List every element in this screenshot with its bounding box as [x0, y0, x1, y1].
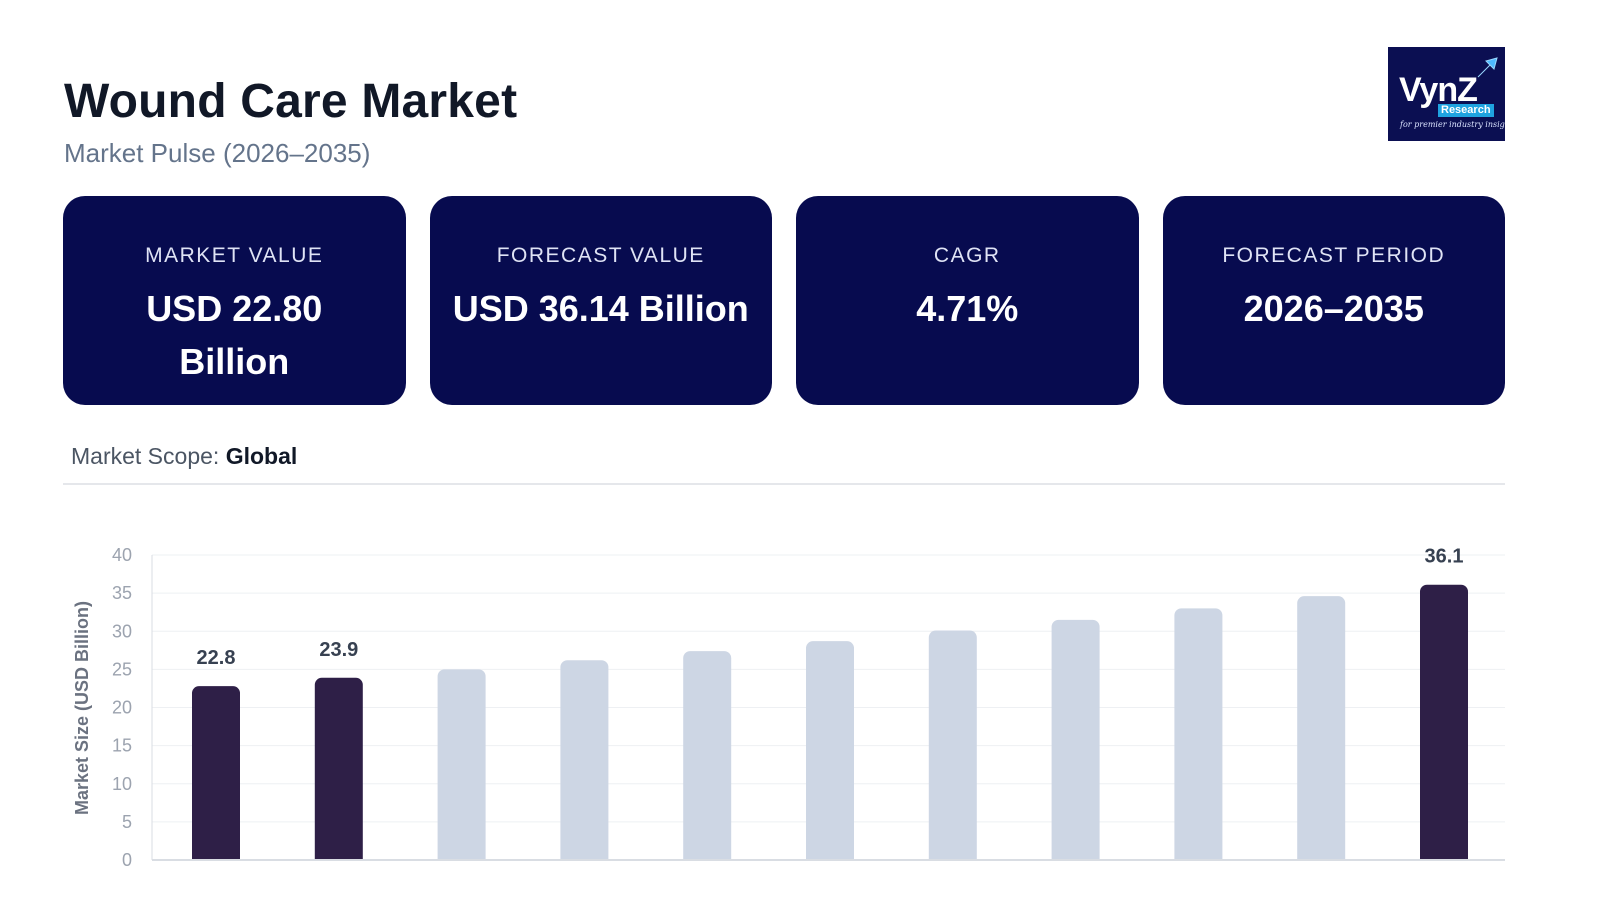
logo-arrow-icon [1477, 57, 1498, 78]
kpi-card-forecast-period: FORECAST PERIOD 2026–2035 [1162, 196, 1505, 405]
kpi-value: 2026–2035 [1243, 288, 1424, 329]
page-title: Wound Care Market [64, 75, 518, 128]
y-tick-label: 10 [112, 774, 132, 794]
kpi-card-cagr: CAGR 4.71% [796, 196, 1139, 405]
y-tick-label: 20 [112, 698, 132, 718]
market-size-bar-chart: 22.8 23.9 36.1 0 5 10 15 20 25 30 35 40 Market Siz… [72, 545, 1510, 900]
kpi-label: FORECAST PERIOD [1222, 244, 1446, 267]
y-tick-label: 25 [112, 659, 132, 679]
y-tick-label: 35 [112, 583, 132, 603]
chart-data-labels: 22.8 23.9 36.1 [197, 546, 1464, 669]
y-tick-label: 15 [112, 736, 132, 756]
kpi-card-forecast-value: FORECAST VALUE USD 36.14 Billion [429, 196, 772, 405]
chart-bars [150, 584, 1510, 900]
kpi-value: USD 36.14 Billion [452, 288, 749, 329]
bar [928, 630, 977, 866]
bar [1174, 608, 1223, 866]
kpi-cards: MARKET VALUE USD 22.80 Billion FORECAST … [63, 196, 1505, 405]
kpi-value: USD 22.80 Billion [146, 288, 323, 382]
vynz-research-logo: VynZ Research for premier industry insig… [1388, 47, 1505, 141]
divider [63, 483, 1505, 485]
logo-badge: Research [1438, 104, 1494, 117]
bar [1297, 596, 1346, 866]
kpi-card-market-value: MARKET VALUE USD 22.80 Billion [63, 196, 406, 405]
market-scope: Market Scope: Global [71, 443, 297, 470]
bar-data-label: 23.9 [319, 639, 358, 661]
scope-label: Market Scope: [71, 443, 220, 469]
logo-wordmark: VynZ [1399, 71, 1478, 109]
bar [192, 686, 240, 866]
page-subtitle: Market Pulse (2026–2035) [64, 138, 371, 168]
bar [437, 669, 486, 866]
kpi-value: 4.71% [916, 288, 1019, 329]
bar [806, 641, 854, 866]
bar-data-label: 22.8 [197, 647, 236, 669]
y-tick-label: 40 [112, 545, 132, 565]
bar [1420, 584, 1468, 866]
y-tick-label: 5 [122, 812, 132, 832]
kpi-label: MARKET VALUE [145, 244, 324, 267]
y-tick-label: 30 [112, 621, 132, 641]
bar [314, 677, 363, 866]
logo-tagline: for premier industry insights [1400, 120, 1505, 129]
bar [1051, 619, 1100, 866]
kpi-label: CAGR [933, 244, 1001, 267]
kpi-label: FORECAST VALUE [496, 244, 705, 267]
bar [560, 660, 609, 866]
chart-y-ticks: 0 5 10 15 20 25 30 35 40 [112, 545, 132, 870]
y-tick-label: 0 [122, 850, 132, 870]
scope-value: Global [225, 443, 298, 469]
bar [683, 651, 732, 866]
chart-bottom-mask [150, 861, 1510, 900]
y-axis-label: Market Size (USD Billion) [72, 601, 92, 815]
bar-data-label: 36.1 [1425, 546, 1464, 568]
